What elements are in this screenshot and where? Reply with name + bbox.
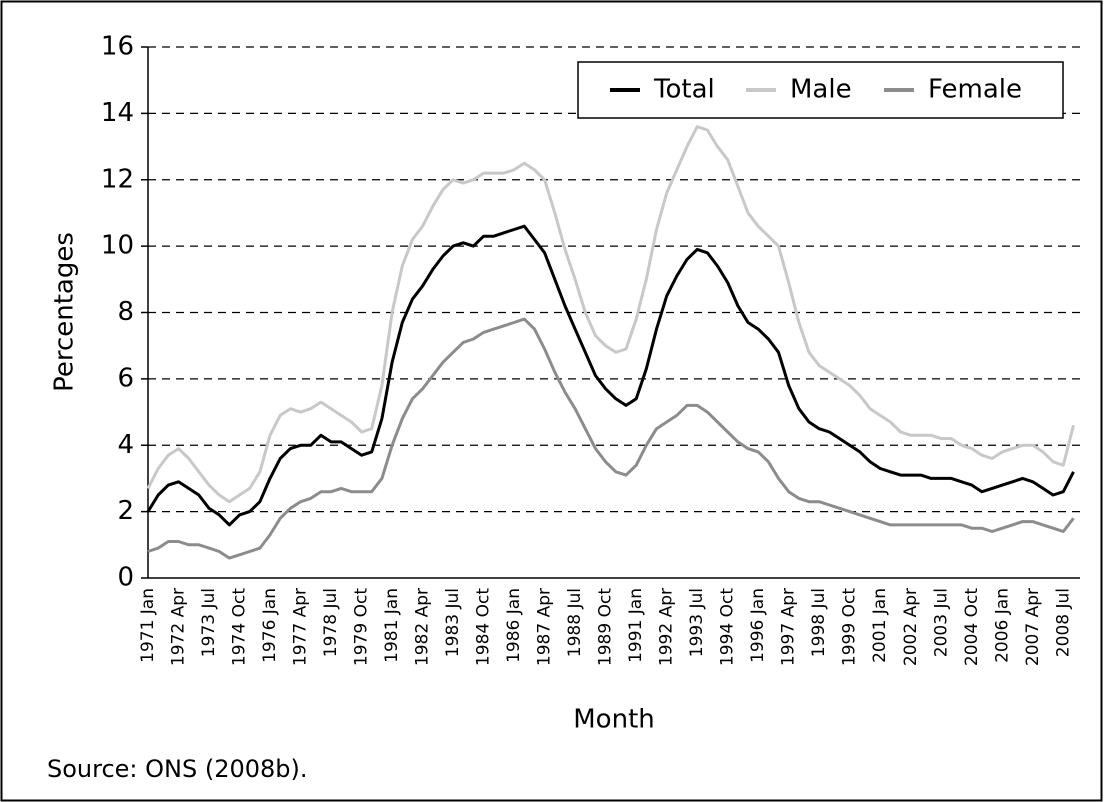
series-line xyxy=(147,317,1075,560)
x-tick-label: 1987 Apr xyxy=(535,588,555,666)
x-tick-label: 1972 Apr xyxy=(169,588,189,666)
x-axis-label: Month xyxy=(573,705,655,735)
x-tick-label: 1979 Oct xyxy=(352,588,372,666)
x-tick-label: 1978 Jul xyxy=(321,588,341,657)
x-tick-label: 2007 Apr xyxy=(1023,588,1043,666)
x-tick-label: 1999 Oct xyxy=(840,588,860,666)
x-tick-label: 1996 Jan xyxy=(748,588,768,663)
x-tick-label: 1976 Jan xyxy=(260,588,280,663)
legend-label: Male xyxy=(790,75,852,105)
y-tick-label: 12 xyxy=(101,164,134,194)
x-tick-label: 2006 Jan xyxy=(992,588,1012,663)
x-tick-label: 1988 Jul xyxy=(565,588,585,657)
x-tick-label: 1974 Oct xyxy=(230,588,250,666)
x-tick-label: 1986 Jan xyxy=(504,588,524,663)
x-tick-label: 2001 Jan xyxy=(870,588,890,663)
y-tick-label: 0 xyxy=(117,563,134,593)
x-tick-label: 1983 Jul xyxy=(443,588,463,657)
x-tick-label: 2008 Jul xyxy=(1053,588,1073,657)
legend-label: Female xyxy=(928,75,1022,105)
x-tick-label: 1991 Jan xyxy=(626,588,646,663)
x-tick-label: 1984 Oct xyxy=(474,588,494,666)
y-tick-label: 6 xyxy=(117,363,134,393)
x-tick-label: 1992 Apr xyxy=(657,588,677,666)
source-note: Source: ONS (2008b). xyxy=(47,755,308,783)
x-tick-label: 2003 Jul xyxy=(931,588,951,657)
y-tick-label: 14 xyxy=(101,98,134,128)
y-tick-label: 8 xyxy=(117,297,134,327)
y-tick-label: 4 xyxy=(117,430,134,460)
x-tick-label: 1982 Apr xyxy=(413,588,433,666)
x-tick-label: 1977 Apr xyxy=(291,588,311,666)
x-tick-label: 2002 Apr xyxy=(901,588,921,666)
x-tick-label: 1993 Jul xyxy=(687,588,707,657)
x-tick-label: 1997 Apr xyxy=(779,588,799,666)
y-tick-label: 10 xyxy=(101,231,134,261)
legend-label: Total xyxy=(653,75,715,105)
x-tick-label: 1998 Jul xyxy=(809,588,829,657)
legend-box xyxy=(577,61,1064,119)
series-line xyxy=(146,125,1075,504)
x-tick-label: 1981 Jan xyxy=(382,588,402,663)
x-tick-label: 1989 Oct xyxy=(596,588,616,666)
x-tick-label: 1994 Oct xyxy=(718,588,738,666)
x-tick-label: 1971 Jan xyxy=(138,588,158,663)
y-axis-label: Percentages xyxy=(50,232,80,392)
series-line xyxy=(146,224,1075,527)
x-tick-label: 2004 Oct xyxy=(962,588,982,666)
x-tick-label: 1973 Jul xyxy=(199,588,219,657)
y-tick-label: 2 xyxy=(117,496,134,526)
y-tick-label: 16 xyxy=(101,32,134,62)
